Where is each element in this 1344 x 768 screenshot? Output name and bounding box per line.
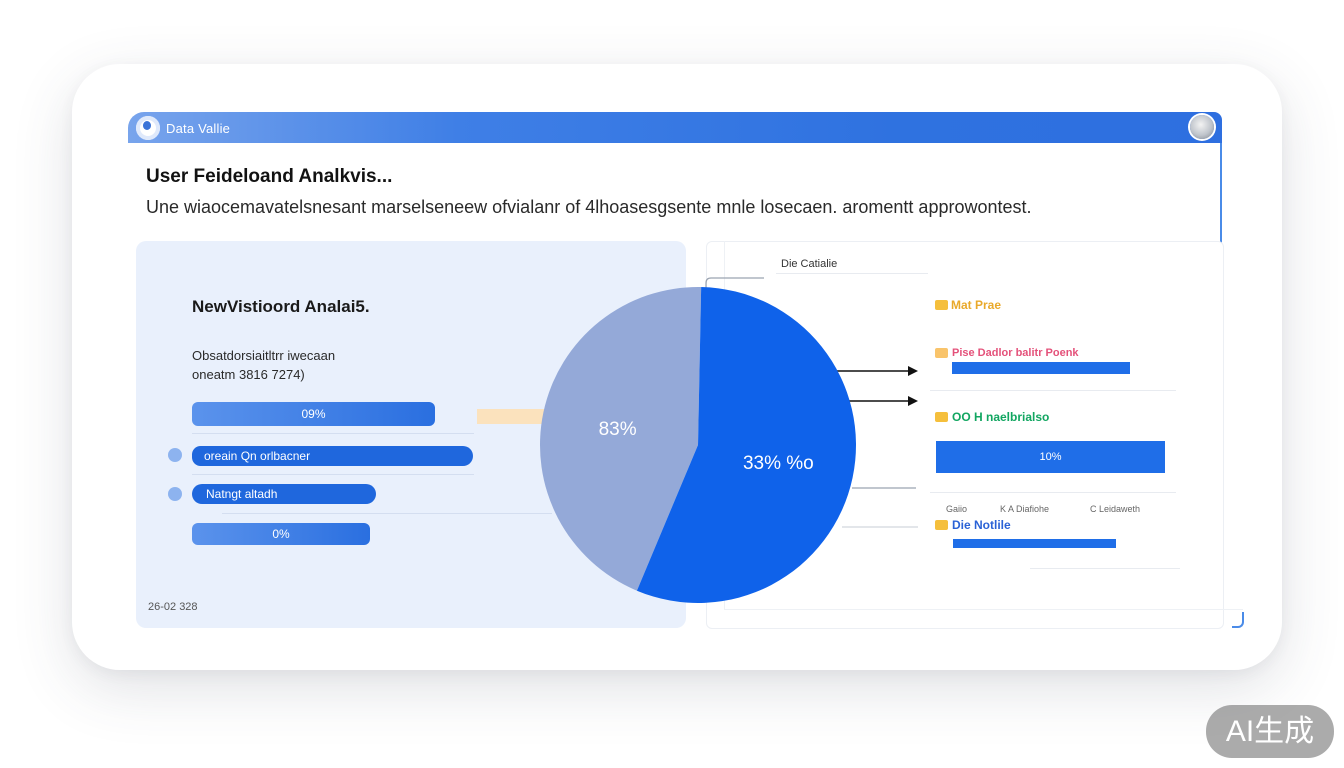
legend-swatch [935,520,948,530]
progress-bar: 09% [192,402,435,426]
title-bar: Data Vallie [128,112,1222,143]
separator [930,390,1176,391]
pie-slice-label: 33% %o [743,453,814,474]
connector-stub [477,409,547,424]
progress-bar: 0% [192,523,370,545]
legend-swatch [935,412,948,422]
scroll-indicator [1232,612,1244,628]
progress-bar-label: oreain Qn orlbacner [204,449,311,463]
tiny-label: C Leidaweth [1090,504,1141,514]
legend-bar-label: 10% [1039,451,1062,463]
separator [222,513,552,514]
user-avatar-icon[interactable] [1190,115,1214,139]
window-title: Data Vallie [166,121,231,136]
separator [776,273,928,274]
progress-bar-label: Natngt altadh [206,487,278,501]
separator [930,492,1176,493]
legend-bar: 10% [936,441,1165,473]
tiny-label: K A Diafiohe [1000,504,1050,514]
page-subtitle: Une wiaocemavatelsnesant marselseneew of… [146,197,1032,217]
connector-lines [705,277,918,528]
bullet-dot [168,487,182,501]
progress-bar: oreain Qn orlbacner [192,446,473,466]
pie-slice [636,287,856,603]
legend-bar [953,539,1116,548]
legend-bar [952,362,1130,374]
left-panel-subtitle-1: Obsatdorsiaitltrr iwecaan [192,348,336,363]
separator [192,433,474,434]
bullet-dot [168,448,182,462]
legend-label: Pise Dadlor balitr Poenk [952,347,1079,359]
separator [1030,568,1180,569]
left-panel-title: NewVistioord Analai5. [192,297,370,316]
pie-slice [540,286,702,591]
legend-swatch [935,300,948,310]
page-title: User Feideloand Analkvis... [146,166,393,187]
left-panel-subtitle-2: oneatm 3816 7274) [192,367,305,382]
progress-bar-label: 0% [272,527,290,541]
tiny-label: Gaiio [946,504,968,514]
legend-label: OO H naelbrialso [952,410,1050,424]
progress-bar-label: 09% [301,407,326,421]
legend-label: Mat Prae [951,298,1002,312]
legend-label: Die Notlile [952,518,1011,532]
progress-bar: Natngt altadh [192,484,376,504]
right-panel-title: Die Catialie [781,258,838,270]
pie-slice-label: 83% [599,419,637,440]
date-label: 26-02 328 [148,601,198,613]
legend-swatch [935,348,948,358]
ai-generated-badge: AI生成 [1206,705,1334,758]
separator [192,474,474,475]
app-logo-icon[interactable] [136,116,160,140]
